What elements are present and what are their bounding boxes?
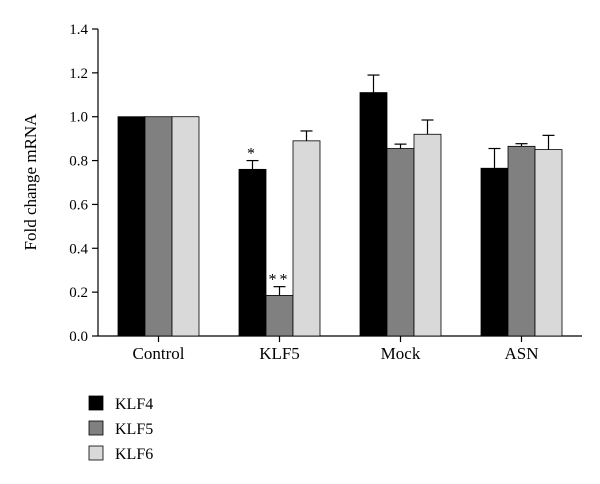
legend-label: KLF6 <box>115 446 153 463</box>
y-tick-label: 0.8 <box>69 154 88 170</box>
bar-klf5-mock <box>386 148 415 337</box>
y-tick-label: 1.4 <box>69 22 88 38</box>
bar-klf5-asn <box>507 145 536 337</box>
significance-marker: ** <box>269 272 291 289</box>
legend-swatch-klf4 <box>88 395 104 411</box>
x-tick-label: KLF5 <box>259 344 300 363</box>
bar-klf4-mock <box>359 92 388 337</box>
bar-klf6-control <box>171 116 200 337</box>
legend-label: KLF5 <box>115 421 153 438</box>
bar-klf6-asn <box>534 149 563 337</box>
bar-klf6-klf5 <box>292 140 321 337</box>
bars: *** <box>117 74 563 337</box>
legend-swatch-klf5 <box>88 420 104 436</box>
x-tick-label: ASN <box>504 344 538 363</box>
legend-swatch-klf6 <box>88 445 104 461</box>
legend-label: KLF4 <box>115 396 153 413</box>
y-axis-title: Fold change mRNA <box>21 113 40 251</box>
y-tick-label: 1.0 <box>69 110 88 126</box>
bar-klf4-control <box>117 116 146 337</box>
bar-klf4-asn <box>480 167 509 337</box>
y-tick-label: 0.0 <box>69 329 88 345</box>
y-tick-label: 1.2 <box>69 66 88 82</box>
y-tick-label: 0.2 <box>69 285 88 301</box>
x-tick-label: Mock <box>381 344 421 363</box>
y-ticks: 0.0 0.2 0.4 0.6 0.8 1.0 1.2 1.4 <box>69 22 98 345</box>
legend: KLF4 KLF5 KLF6 <box>88 395 153 463</box>
significance-marker: * <box>247 146 258 163</box>
bar-klf5-control <box>144 116 173 337</box>
y-tick-label: 0.6 <box>69 197 88 213</box>
bar-klf6-mock <box>413 133 442 337</box>
x-tick-labels: Control KLF5 Mock ASN <box>133 336 539 363</box>
x-tick-label: Control <box>133 344 185 363</box>
bar-klf4-klf5 <box>238 168 267 337</box>
y-tick-label: 0.4 <box>69 241 88 257</box>
bar-klf5-klf5 <box>265 295 294 337</box>
